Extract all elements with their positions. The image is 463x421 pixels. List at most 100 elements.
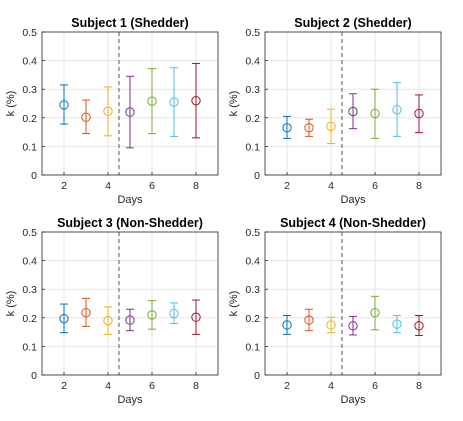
subplot-3: 2 4 6 8 0 0.1 0.2 0.3 0.4 0.5 Subject 3 (Non-Shedd… <box>5 216 219 406</box>
data-point <box>414 108 424 119</box>
x-tick-label: 6 <box>372 380 378 392</box>
y-tick-label: 0.3 <box>22 84 37 96</box>
data-point <box>414 321 424 331</box>
data-point <box>147 310 157 320</box>
data-point <box>370 307 380 318</box>
data-point <box>81 112 91 122</box>
y-tick-label: 0 <box>254 370 260 382</box>
x-tick-label: 8 <box>416 180 422 192</box>
x-axis-label: Days <box>340 394 366 406</box>
axes-box <box>41 31 219 176</box>
data-point-group <box>414 94 424 134</box>
data-point-group <box>191 62 201 139</box>
data-point-group <box>103 306 113 335</box>
data-point-group <box>282 315 292 335</box>
y-axis-label: k (%) <box>228 291 240 317</box>
data-point-group <box>392 82 402 137</box>
x-tick-label: 6 <box>149 380 155 392</box>
x-tick-label: 8 <box>193 380 199 392</box>
y-tick-label: 0.4 <box>245 256 260 268</box>
y-tick-label: 0.4 <box>245 56 260 68</box>
chart-title: Subject 3 (Non-Shedder) <box>57 216 203 230</box>
data-point-group <box>326 108 336 145</box>
y-tick-label: 0.5 <box>22 27 37 39</box>
data-point <box>103 106 113 116</box>
x-tick-label: 8 <box>193 180 199 192</box>
axes-box <box>264 231 442 376</box>
data-point-group <box>169 302 179 325</box>
data-point <box>392 105 402 115</box>
x-axis-label: Days <box>117 394 143 406</box>
y-tick-label: 0.5 <box>22 227 37 239</box>
data-point <box>282 123 292 133</box>
data-point-group <box>125 75 135 149</box>
subplot-2: 2 4 6 8 0 0.1 0.2 0.3 0.4 0.5 Subject 2 (Shedder) D… <box>228 16 442 206</box>
y-axis-label: k (%) <box>5 91 17 117</box>
y-tick-label: 0.4 <box>22 256 37 268</box>
data-point-group <box>304 118 314 137</box>
axes-box <box>264 31 442 176</box>
data-point <box>59 313 69 324</box>
x-tick-label: 2 <box>61 180 67 192</box>
data-point-group <box>81 297 91 327</box>
data-point-group <box>59 303 69 334</box>
data-point-group <box>326 316 336 334</box>
y-tick-label: 0 <box>31 170 37 182</box>
subplot-4: 2 4 6 8 0 0.1 0.2 0.3 0.4 0.5 Subject 4 (Non-Shedd… <box>228 216 442 406</box>
data-point <box>348 106 358 117</box>
x-tick-label: 4 <box>328 380 334 392</box>
y-tick-label: 0 <box>254 170 260 182</box>
data-point-group <box>370 295 380 331</box>
data-point-group <box>392 315 402 334</box>
data-point-group <box>414 315 424 337</box>
data-point-group <box>191 299 201 335</box>
y-tick-label: 0.2 <box>22 113 37 125</box>
data-point <box>191 95 201 106</box>
data-point <box>304 123 314 133</box>
x-tick-label: 6 <box>372 180 378 192</box>
chart-title: Subject 4 (Non-Shedder) <box>280 216 426 230</box>
x-tick-label: 2 <box>284 380 290 392</box>
y-tick-label: 0.1 <box>245 341 260 353</box>
x-tick-label: 6 <box>149 180 155 192</box>
plot-area <box>42 232 218 375</box>
y-tick-label: 0.1 <box>245 141 260 153</box>
x-tick-label: 4 <box>105 380 111 392</box>
data-point <box>169 308 179 319</box>
subplot-1: 2 4 6 8 0 0.1 0.2 0.3 0.4 0.5 Subject 1 (Shedder) D… <box>5 16 219 206</box>
data-point <box>282 320 292 330</box>
chart-title: Subject 2 (Shedder) <box>294 16 411 30</box>
y-tick-label: 0.3 <box>245 284 260 296</box>
y-axis-label: k (%) <box>228 91 240 117</box>
data-point-group <box>125 308 135 332</box>
data-point <box>59 100 69 110</box>
data-point <box>326 320 336 330</box>
data-point <box>125 107 135 117</box>
data-point <box>191 312 201 322</box>
axes-box <box>41 231 219 376</box>
y-tick-label: 0.2 <box>22 313 37 325</box>
data-point-group <box>103 86 113 137</box>
data-point-group <box>81 99 91 135</box>
y-tick-label: 0.2 <box>245 113 260 125</box>
y-tick-label: 0.4 <box>22 56 37 68</box>
data-point <box>169 97 179 107</box>
x-tick-label: 2 <box>61 380 67 392</box>
data-point-group <box>304 308 314 332</box>
y-tick-label: 0.5 <box>245 27 260 39</box>
data-point-group <box>348 93 358 130</box>
y-tick-label: 0.1 <box>22 141 37 153</box>
x-tick-label: 2 <box>284 180 290 192</box>
data-point <box>125 315 135 325</box>
data-point <box>81 307 91 318</box>
x-axis-label: Days <box>117 194 143 206</box>
data-point <box>348 321 358 331</box>
data-point-group <box>147 300 157 330</box>
data-point-group <box>348 315 358 336</box>
data-point <box>147 96 157 106</box>
y-axis-label: k (%) <box>5 291 17 317</box>
data-point <box>370 108 380 119</box>
data-point <box>103 315 113 326</box>
y-tick-label: 0.3 <box>245 84 260 96</box>
